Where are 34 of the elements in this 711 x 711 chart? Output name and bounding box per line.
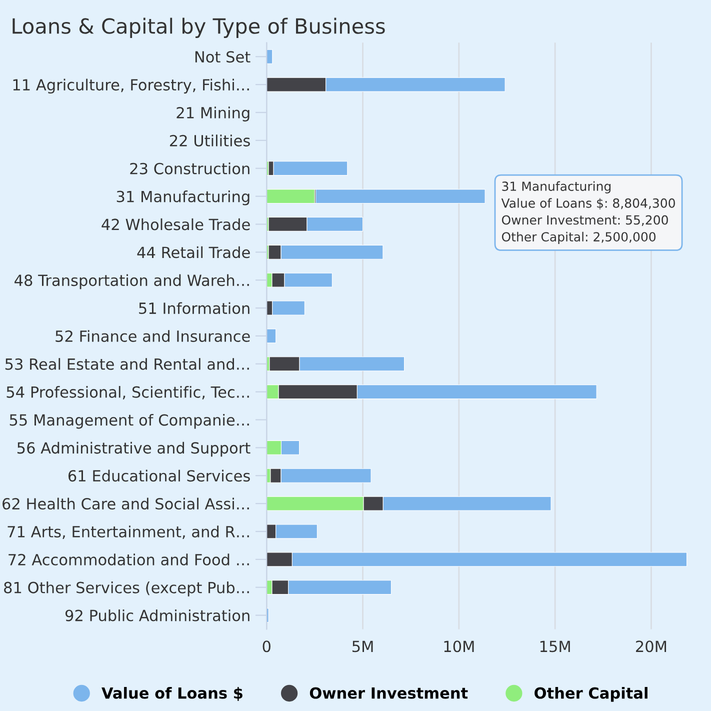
y-tick-label: 31 Manufacturing: [116, 190, 250, 206]
y-tick-label: 21 Mining: [176, 106, 250, 122]
y-tick-label: 42 Wholesale Trade: [102, 218, 250, 230]
y-tick-label: 51 Information: [139, 302, 250, 314]
y-tick-label: 55 Management of Companie…: [10, 414, 249, 429]
y-tick-label: 54 Professional, Scientific, Tec…: [6, 386, 249, 400]
y-tick-label: 52 Finance and Insurance: [56, 330, 250, 342]
x-tick-label: 0: [262, 640, 270, 652]
y-tick-label: 72 Accommodation and Food …: [8, 554, 249, 566]
y-tick-label: 11 Agriculture, Forestry, Fishi…: [13, 78, 249, 94]
y-tick-label: 62 Health Care and Social Assi…: [2, 498, 249, 510]
y-tick-label: 61 Educational Services: [68, 470, 250, 482]
y-tick-label: 44 Retail Trade: [137, 246, 250, 258]
y-tick-label: 56 Administrative and Support: [17, 442, 250, 457]
x-tick-label: 20M: [636, 640, 666, 652]
y-tick-label: 71 Arts, Entertainment, and R…: [8, 526, 249, 540]
chart-title: Loans & Capital by Type of Business: [12, 18, 385, 38]
y-tick-label: 92 Public Administration: [65, 609, 250, 622]
legend-label: Owner Investment: [310, 687, 468, 699]
y-tick-label: 81 Other Services (except Pub…: [4, 582, 249, 596]
x-tick-label: 15M: [540, 640, 570, 652]
annotation: 31 Manufacturing: [502, 181, 611, 194]
legend-label: Other Capital: [534, 686, 648, 702]
x-tick-label: 10M: [444, 640, 474, 652]
y-tick-label: 22 Utilities: [170, 134, 250, 146]
y-tick-label: 48 Transportation and Wareh…: [14, 274, 249, 290]
annotation: Owner Investment: 55,200: [502, 215, 668, 226]
y-tick-label: 23 Construction: [130, 162, 250, 174]
legend-label: Value of Loans $: [102, 686, 242, 701]
annotation: Value of Loans $: 8,804,300: [501, 198, 675, 210]
annotation: Other Capital: 2,500,000: [502, 232, 656, 244]
y-tick-label: Not Set: [195, 51, 250, 63]
y-tick-label: 53 Real Estate and Rental and…: [5, 358, 249, 370]
x-tick-label: 5M: [352, 640, 373, 652]
